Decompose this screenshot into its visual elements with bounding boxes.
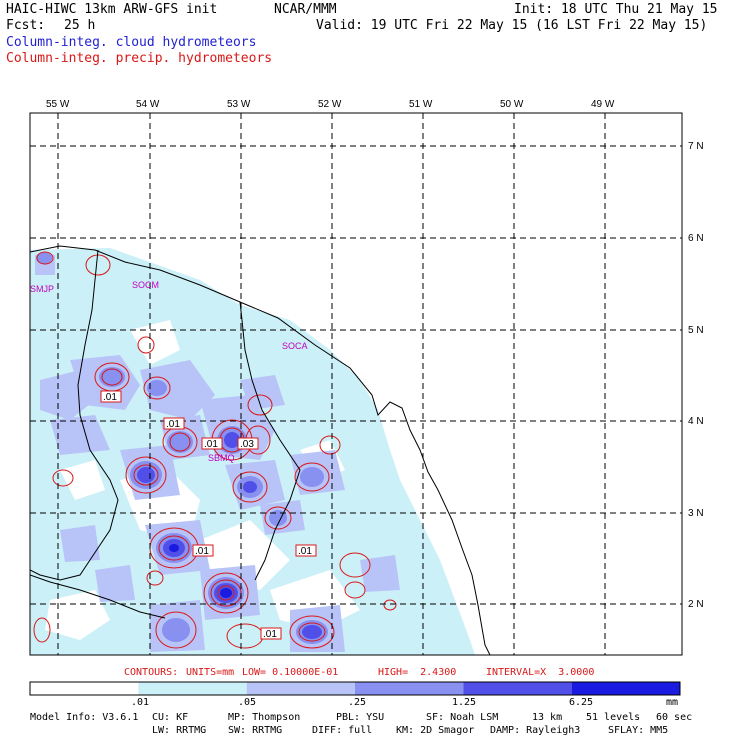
footer-pbl: PBL: YSU [336,712,385,723]
station-label: SMJP [30,284,54,294]
footer-sf: SF: Noah LSM [426,712,499,723]
lat-label: 7 N [688,141,704,152]
model-title: HAIC-HIWC 13km ARW-GFS init [6,2,218,17]
coastline [30,245,491,655]
contours-units: UNITS=mm [186,667,235,678]
colorbar-label: .25 [348,697,367,708]
colorbar-label: .01 [131,697,150,708]
lat-label: 3 N [688,508,704,519]
contour-label: .01 [195,546,209,557]
colorbar-segment [246,682,355,695]
contour-label: .01 [103,392,117,403]
contour-label: .01 [263,629,277,640]
contour-label: .03 [240,439,254,450]
colorbar-segment [30,682,139,695]
lat-label: 2 N [688,599,704,610]
colorbar-label: .05 [238,697,257,708]
map-frame [29,112,683,656]
station-label: SOCM [132,280,159,290]
valid-time: Valid: 19 UTC Fri 22 May 15 (16 LST Fri … [316,18,708,33]
contour-label: .01 [298,546,312,557]
lon-label: 55 W [46,99,70,110]
footer-km: KM: 2D Smagor [396,725,475,736]
colorbar-frame [29,681,681,696]
colorbar-units: mm [666,697,679,708]
footer-mp: MP: Thompson [228,712,301,723]
colorbar-label: 1.25 [452,697,477,708]
lon-label: 54 W [136,99,160,110]
fcst-label: Fcst: [6,18,46,33]
contours-high: HIGH= 2.4300 [378,667,457,678]
init-time: Init: 18 UTC Thu 21 May 15 [514,2,718,17]
station-label: SBMQ [208,453,235,463]
colorbar-segment [355,682,464,695]
footer-sw: SW: RRTMG [228,725,283,736]
colorbar-segment [463,682,572,695]
lon-label: 53 W [227,99,251,110]
footer-model-info: Model Info: V3.6.1 [30,712,139,723]
fcst-value: 25 h [64,18,96,33]
field-cloud-title: Column-integ. cloud hydrometeors [6,35,257,50]
footer-damp: DAMP: Rayleigh3 [490,725,581,736]
footer-levels: 51 levels [586,712,641,723]
contours-title: CONTOURS: [124,667,179,678]
colorbar [29,681,681,696]
contour-label: .01 [166,419,180,430]
lon-label: 52 W [318,99,342,110]
footer-timestep: 60 sec [656,712,693,723]
lat-lon-grid [30,113,682,655]
lon-label: 51 W [409,99,433,110]
footer-cu: CU: KF [152,712,189,723]
colorbar-label: 6.25 [569,697,594,708]
cloud-field-shading [30,248,475,655]
lat-label: 5 N [688,325,704,336]
lat-label: 6 N [688,233,704,244]
contours-interval: INTERVAL=X 3.0000 [486,667,595,678]
footer-resolution: 13 km [532,712,563,723]
contours-low: LOW= 0.10000E-01 [242,667,339,678]
station-label: SOCA [282,341,308,351]
lon-label: 49 W [591,99,615,110]
lon-label: 50 W [500,99,524,110]
colorbar-segment [571,682,680,695]
contour-label: .01 [204,439,218,450]
footer-diff: DIFF: full [312,725,373,736]
footer-sflay: SFLAY: MM5 [608,725,669,736]
org-label: NCAR/MMM [274,2,337,17]
field-precip-title: Column-integ. precip. hydrometeors [6,51,273,66]
colorbar-segment [138,682,247,695]
lat-label: 4 N [688,416,704,427]
footer-lw: LW: RRTMG [152,725,207,736]
